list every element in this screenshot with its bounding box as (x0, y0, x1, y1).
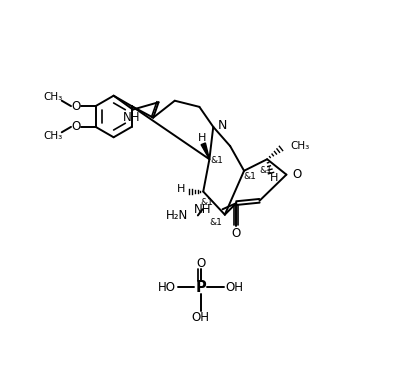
Text: &1: &1 (211, 156, 224, 165)
Text: NH: NH (194, 203, 212, 216)
Text: O: O (293, 168, 302, 181)
Text: HO: HO (158, 281, 176, 294)
Text: N: N (218, 119, 227, 132)
Text: &1: &1 (209, 218, 222, 227)
Text: O: O (71, 99, 80, 113)
Text: OH: OH (225, 281, 244, 294)
Text: CH₃: CH₃ (43, 92, 62, 102)
Text: O: O (232, 227, 241, 240)
Text: O: O (71, 120, 80, 134)
Text: H: H (176, 184, 185, 194)
Text: CH₃: CH₃ (290, 141, 310, 151)
Text: OH: OH (192, 311, 209, 324)
Text: CH₃: CH₃ (43, 131, 62, 141)
Text: &1: &1 (201, 198, 213, 207)
Text: P: P (195, 280, 206, 295)
Text: &1: &1 (244, 172, 257, 181)
Text: H: H (270, 174, 278, 184)
Text: H₂N: H₂N (166, 209, 188, 222)
Text: &1: &1 (259, 166, 272, 175)
Text: NH: NH (123, 111, 140, 124)
Polygon shape (201, 143, 209, 159)
Text: O: O (196, 257, 205, 270)
Text: H: H (198, 133, 206, 142)
